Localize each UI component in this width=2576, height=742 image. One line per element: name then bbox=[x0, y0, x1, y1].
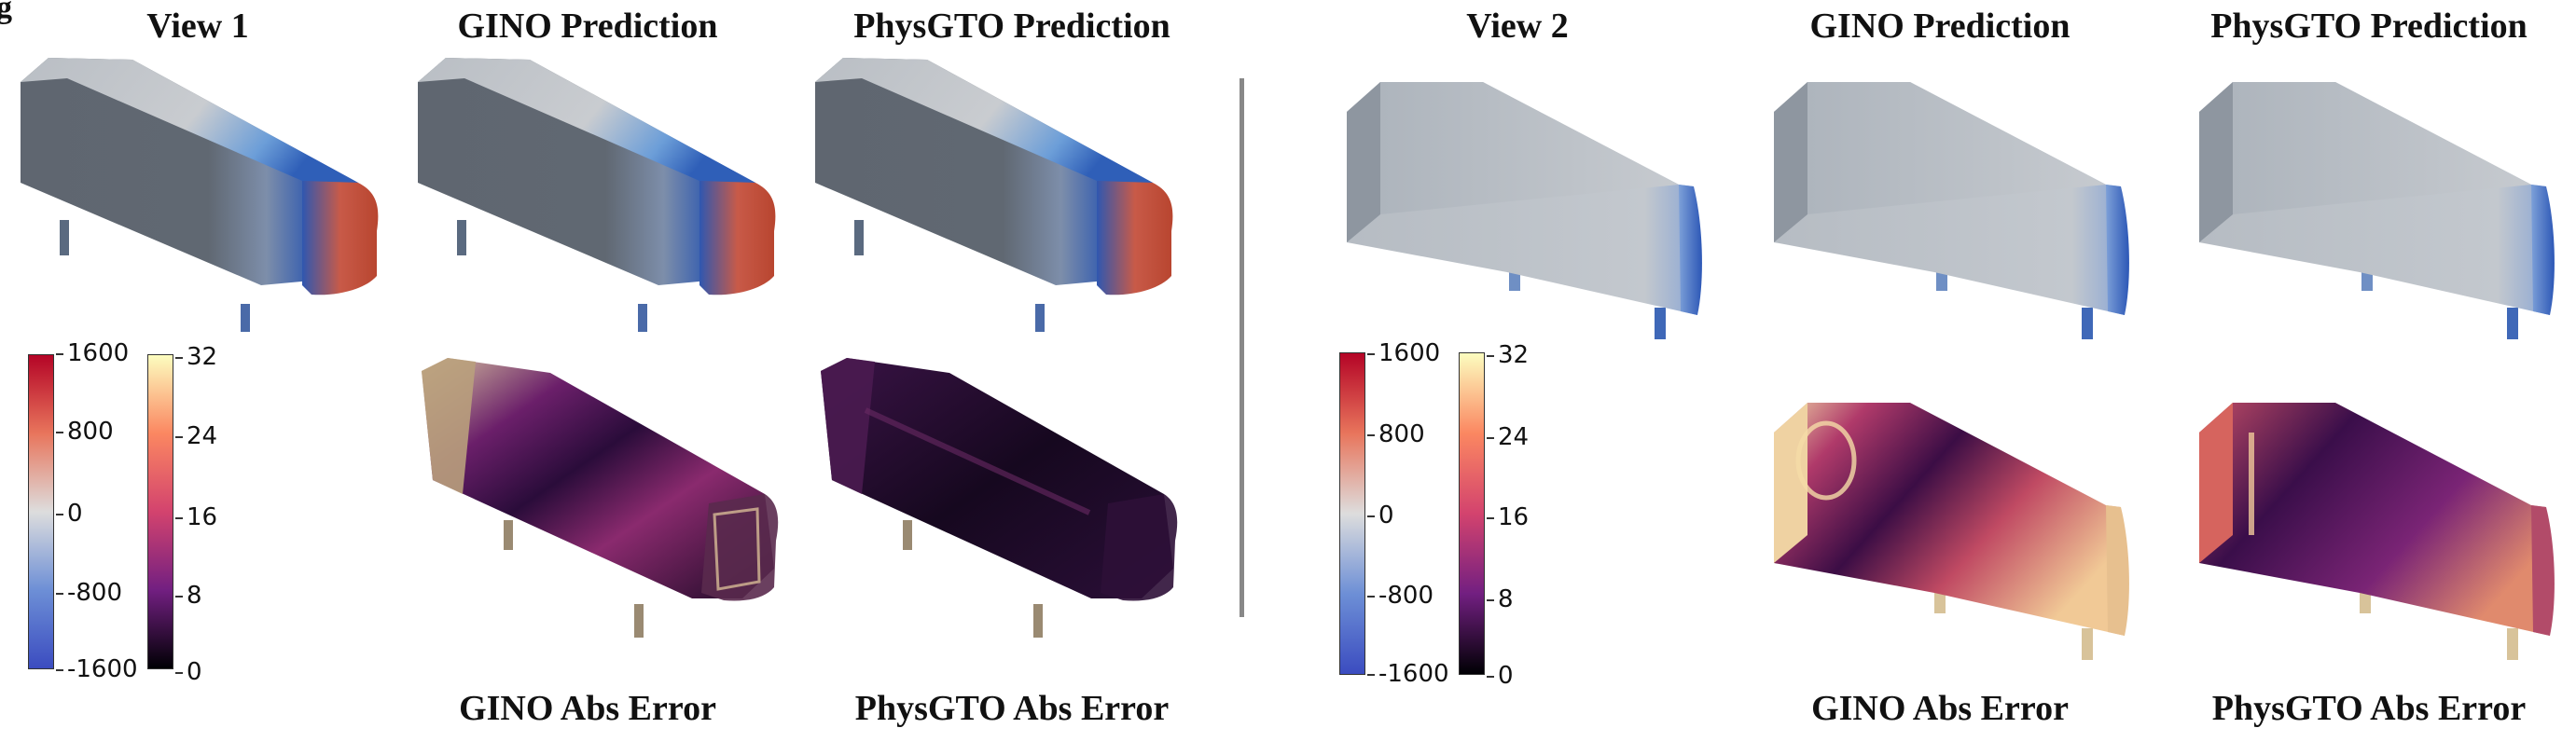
error-tick: 0 bbox=[1487, 662, 1514, 690]
view1-error-colorbar: 32 24 16 8 0 bbox=[147, 345, 259, 684]
view1-pressure-colorbar: 1600 800 0 -800 -1600 bbox=[28, 341, 215, 681]
error-colorbar-gradient bbox=[1459, 352, 1485, 675]
view-divider bbox=[1240, 78, 1244, 617]
error-tick: 32 bbox=[174, 343, 218, 371]
view2-ground-truth-render bbox=[1347, 82, 1702, 339]
error-tick: 24 bbox=[1486, 423, 1530, 451]
title-physgto-abs-error-1: PhysGTO Abs Error bbox=[854, 689, 1170, 728]
pressure-tick: 800 bbox=[1367, 420, 1425, 448]
error-colorbar-gradient bbox=[147, 354, 173, 669]
pressure-tick: 800 bbox=[56, 418, 114, 446]
pressure-colorbar-gradient bbox=[1339, 352, 1365, 675]
title-gino-prediction-1: GINO Prediction bbox=[457, 7, 718, 46]
error-tick: 32 bbox=[1486, 341, 1530, 369]
view2-gino-prediction-render bbox=[1774, 82, 2129, 339]
title-physgto-abs-error-2: PhysGTO Abs Error bbox=[2211, 689, 2527, 728]
error-tick: 16 bbox=[174, 503, 218, 531]
view2-physgto-abs-error-render bbox=[2199, 403, 2555, 660]
error-tick: 8 bbox=[175, 582, 202, 610]
pressure-tick: 1600 bbox=[55, 339, 130, 367]
pressure-colorbar-gradient bbox=[28, 354, 54, 669]
title-gino-abs-error-2: GINO Abs Error bbox=[1811, 689, 2069, 728]
title-physgto-prediction-2: PhysGTO Prediction bbox=[2210, 7, 2528, 46]
pressure-tick: 0 bbox=[56, 500, 83, 528]
error-tick: 0 bbox=[175, 658, 202, 686]
error-tick: 8 bbox=[1487, 585, 1514, 613]
view2-pressure-colorbar: 1600 800 0 -800 -1600 bbox=[1339, 341, 1526, 686]
title-view-1: View 1 bbox=[146, 7, 249, 46]
view1-gino-prediction-render bbox=[418, 58, 776, 332]
title-gino-abs-error-1: GINO Abs Error bbox=[459, 689, 716, 728]
pressure-tick: -800 bbox=[55, 579, 123, 607]
pressure-tick: -1600 bbox=[1367, 660, 1449, 688]
panel-letter: g bbox=[0, 0, 12, 25]
title-gino-prediction-2: GINO Prediction bbox=[1809, 7, 2070, 46]
pressure-tick: 0 bbox=[1367, 502, 1394, 529]
view1-gino-abs-error-render bbox=[422, 358, 779, 638]
view1-physgto-abs-error-render bbox=[821, 358, 1178, 638]
error-tick: 24 bbox=[174, 422, 218, 450]
pressure-tick: 1600 bbox=[1366, 339, 1441, 367]
title-view-2: View 2 bbox=[1466, 7, 1569, 46]
view1-ground-truth-render bbox=[21, 58, 379, 332]
pressure-tick: -800 bbox=[1366, 582, 1434, 610]
view1-physgto-prediction-render bbox=[815, 58, 1173, 332]
view2-error-colorbar: 32 24 16 8 0 bbox=[1459, 343, 1571, 688]
title-physgto-prediction-1: PhysGTO Prediction bbox=[853, 7, 1170, 46]
view2-physgto-prediction-render bbox=[2199, 82, 2555, 339]
pressure-tick: -1600 bbox=[56, 655, 138, 683]
error-tick: 16 bbox=[1486, 503, 1530, 531]
view2-gino-abs-error-render bbox=[1774, 403, 2129, 660]
